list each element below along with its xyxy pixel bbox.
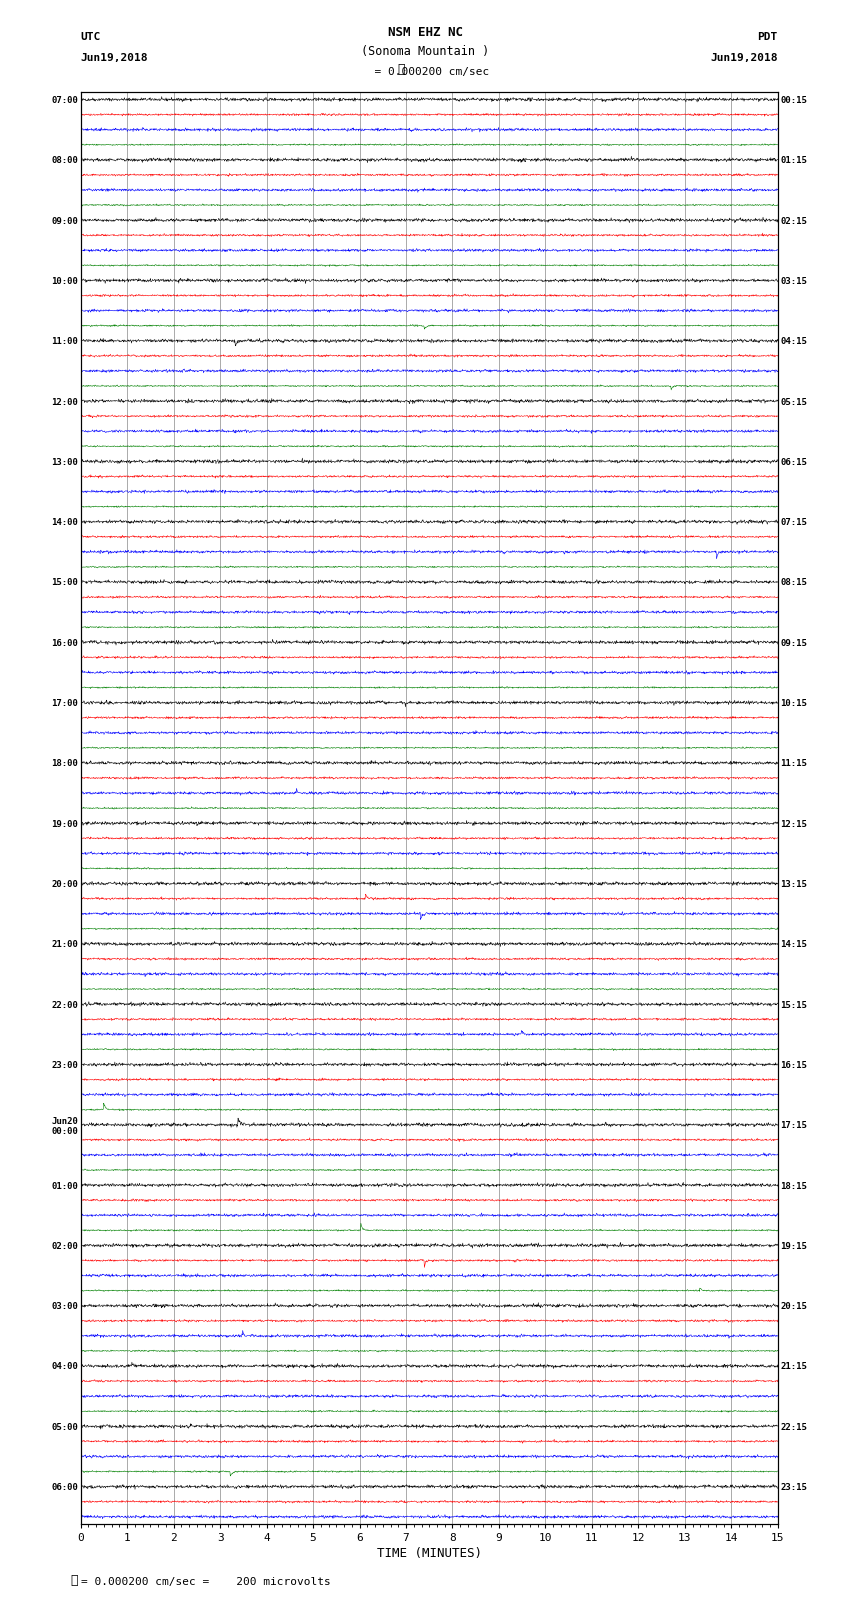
Text: = 0.000200 cm/sec: = 0.000200 cm/sec <box>361 68 489 77</box>
Text: (Sonoma Mountain ): (Sonoma Mountain ) <box>361 45 489 58</box>
Text: PDT: PDT <box>757 32 778 42</box>
X-axis label: TIME (MINUTES): TIME (MINUTES) <box>377 1547 482 1560</box>
Text: UTC: UTC <box>81 32 101 42</box>
Text: ⎸: ⎸ <box>398 63 405 76</box>
Text: Jun19,2018: Jun19,2018 <box>81 53 148 63</box>
Text: NSM EHZ NC: NSM EHZ NC <box>388 26 462 39</box>
Text: ⎸: ⎸ <box>71 1574 78 1587</box>
Text: = 0.000200 cm/sec =    200 microvolts: = 0.000200 cm/sec = 200 microvolts <box>81 1578 331 1587</box>
Text: Jun19,2018: Jun19,2018 <box>711 53 778 63</box>
